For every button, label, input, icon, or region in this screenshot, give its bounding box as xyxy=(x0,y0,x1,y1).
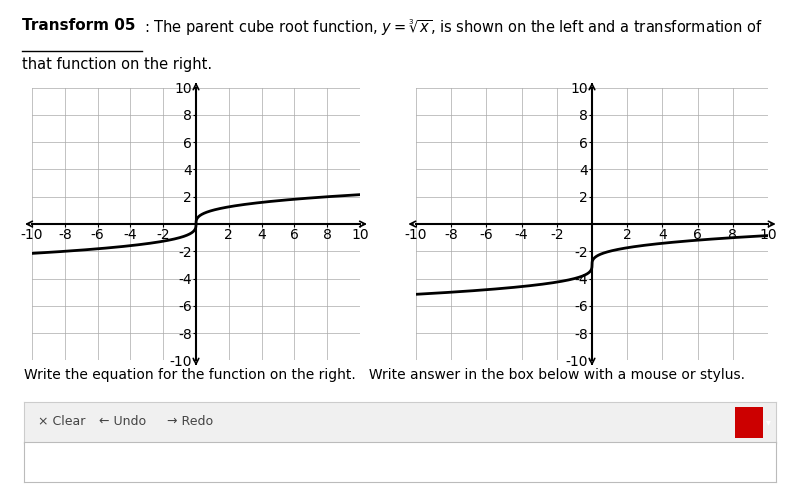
Text: : The parent cube root function, $y = \sqrt[3]{x}$, is shown on the left and a t: : The parent cube root function, $y = \s… xyxy=(144,18,763,37)
Text: × Clear: × Clear xyxy=(38,415,85,428)
Text: ← Undo: ← Undo xyxy=(99,415,146,428)
Text: → Redo: → Redo xyxy=(167,415,213,428)
Text: Transform 05: Transform 05 xyxy=(22,18,136,33)
Text: Write the equation for the function on the right.   Write answer in the box belo: Write the equation for the function on t… xyxy=(24,368,745,382)
Text: that function on the right.: that function on the right. xyxy=(22,57,213,72)
FancyBboxPatch shape xyxy=(734,407,763,438)
Text: ▾: ▾ xyxy=(766,417,771,427)
